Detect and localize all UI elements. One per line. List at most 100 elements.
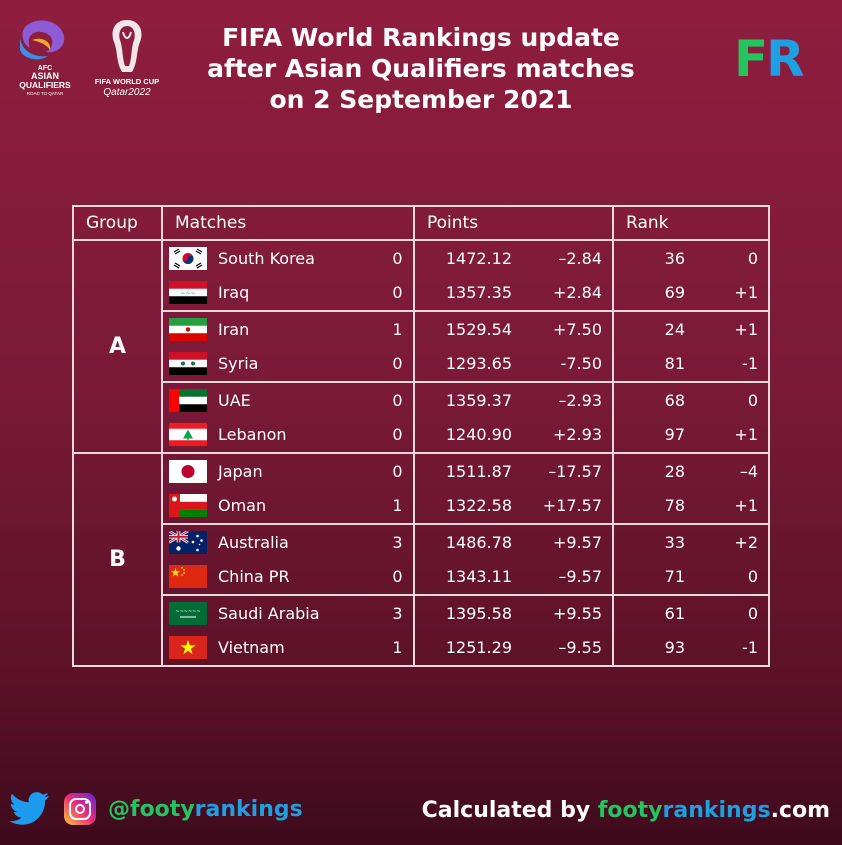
team-name: Lebanon (218, 425, 287, 445)
flag-cell (162, 381, 216, 418)
social-handle[interactable]: @footyrankings (108, 797, 303, 822)
credit-site-1[interactable]: footy (597, 798, 663, 823)
match-score: 0 (388, 452, 415, 489)
points-change: –9.55 (526, 630, 614, 667)
match-score: 0 (388, 346, 415, 382)
match-score: 1 (388, 630, 415, 667)
rank-value: 71 (664, 567, 685, 587)
header-matches: Matches (161, 205, 415, 241)
svg-text:Qatar2022: Qatar2022 (103, 87, 151, 98)
rank-change: +2 (699, 523, 770, 560)
uae-flag-icon (169, 388, 207, 412)
match-score: 1 (388, 310, 415, 347)
points-value: 1322.58 (445, 496, 512, 516)
points-change: –2.93 (526, 381, 614, 418)
credit-site-3[interactable]: .com (770, 798, 830, 823)
rank-change: +1 (699, 275, 770, 311)
header-group: Group (72, 205, 163, 241)
flag-cell: ~~~ (162, 276, 216, 312)
rank-value: 28 (613, 452, 699, 489)
points-change: +7.50 (526, 310, 614, 347)
points-change: –9.57 (526, 559, 614, 595)
group-label: B (72, 452, 163, 667)
points-change: -7.50 (526, 346, 614, 382)
team-name: Iran (216, 310, 388, 347)
syria-flag-icon (169, 352, 207, 376)
rank-value: 93 (613, 630, 699, 667)
group-label: A (72, 239, 163, 454)
table-row: China PR 0 1343.11 –9.57 71 0 (73, 559, 770, 596)
flag-cell (162, 630, 216, 667)
fr-logo-f: F (734, 30, 768, 88)
japan-flag-icon (169, 459, 207, 483)
credit-prefix: Calculated by (421, 798, 598, 823)
svg-text:~~~~~~: ~~~~~~ (175, 609, 200, 615)
table-row: B Japan 0 1511.87 –17.57 28 –4 (72, 452, 770, 667)
match-score: 0 (388, 381, 415, 418)
rankings-table: Group Matches Points Rank A South Korea 0 1… (72, 205, 770, 667)
match-score: 0 (388, 275, 415, 311)
points-value: 1343.11 (445, 567, 512, 587)
rank-change: 0 (699, 559, 770, 595)
vietnam-flag-icon (169, 636, 207, 660)
flag-cell (162, 310, 216, 347)
rank-change: -1 (699, 346, 770, 382)
credit-site-2[interactable]: rankings (662, 798, 771, 823)
table-row: Syria 0 1293.65 -7.50 81 -1 (73, 346, 770, 383)
title-line-1: FIFA World Rankings update (222, 23, 620, 52)
team-name: Syria (218, 354, 259, 374)
table-row: Oman 1 1322.58 +17.57 78 +1 (73, 488, 770, 525)
team-name: Oman (218, 496, 267, 516)
lebanon-flag-icon (169, 423, 207, 447)
instagram-icon[interactable] (64, 793, 96, 825)
rank-value: 78 (664, 496, 685, 516)
flag-cell (162, 347, 216, 383)
flag-cell (162, 560, 216, 596)
points-value: 1472.12 (414, 239, 526, 276)
rank-change: 0 (699, 381, 770, 418)
table-row: Lebanon 0 1240.90 +2.93 97 +1 (73, 417, 770, 453)
team-name: Japan (216, 452, 388, 489)
social-footer: @footyrankings (10, 792, 303, 826)
page-title: FIFA World Rankings update after Asian Q… (180, 22, 662, 115)
match-score: 3 (388, 523, 415, 560)
match-score: 0 (388, 559, 415, 595)
rank-value: 97 (664, 425, 685, 445)
team-name: South Korea (216, 239, 388, 276)
table-body: A South Korea 0 1472.12 –2.84 36 0 ~~~ Iraq 0 1357… (72, 239, 770, 667)
match-score: 0 (388, 417, 415, 453)
points-change: +2.84 (526, 275, 614, 311)
points-value: 1251.29 (414, 630, 526, 667)
flag-cell (162, 489, 216, 525)
table-row: Vietnam 1 1251.29 –9.55 93 -1 (73, 630, 770, 667)
rank-value: 24 (613, 310, 699, 347)
table-row: ~~~ Iraq 0 1357.35 +2.84 69 +1 (73, 275, 770, 312)
points-change: –2.84 (526, 239, 614, 276)
svg-text:QUALIFIERS: QUALIFIERS (19, 80, 71, 90)
team-name: UAE (216, 381, 388, 418)
twitter-icon[interactable] (10, 792, 50, 826)
points-change: +9.55 (526, 594, 614, 631)
svg-text:~~~: ~~~ (180, 290, 195, 297)
team-name: Australia (216, 523, 388, 560)
flag-cell (162, 523, 216, 560)
svg-text:ASIAN: ASIAN (31, 71, 59, 81)
rank-change: +1 (699, 488, 770, 524)
iraq-flag-icon: ~~~ (169, 281, 207, 305)
rank-change: –4 (699, 452, 770, 489)
south-korea-flag-icon (169, 246, 207, 270)
flag-cell: ~~~~~~ (162, 594, 216, 631)
rank-change: 0 (699, 239, 770, 276)
afc-asian-qualifiers-logo: AFC ASIAN QUALIFIERS ROAD TO QATAR (12, 18, 78, 96)
flag-cell (162, 452, 216, 489)
calculated-by-credit: Calculated by footyrankings.com (422, 798, 830, 823)
australia-flag-icon (169, 530, 207, 554)
handle-at: @ (108, 796, 130, 822)
match-score: 3 (388, 594, 415, 631)
rank-change: +1 (699, 417, 770, 453)
match-score: 0 (388, 239, 415, 276)
match-score: 1 (388, 488, 415, 524)
fr-logo-r: R (766, 30, 804, 88)
saudi-arabia-flag-icon: ~~~~~~ (169, 601, 207, 625)
table-header-row: Group Matches Points Rank (72, 205, 770, 241)
